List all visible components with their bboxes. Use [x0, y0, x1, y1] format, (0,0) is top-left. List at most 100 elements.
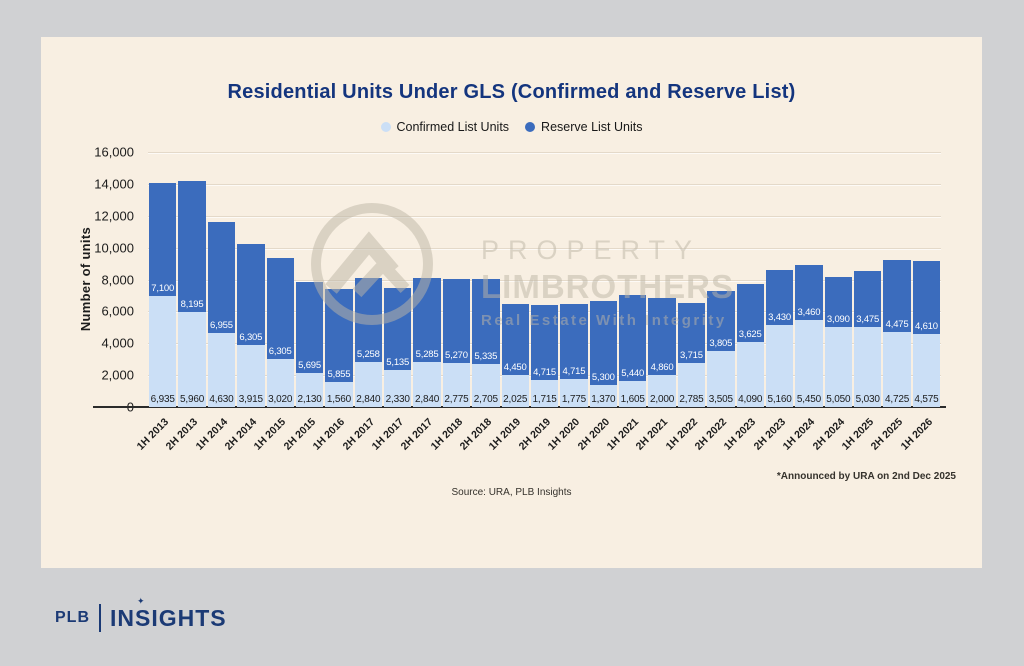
- confirmed-segment: 2,130: [295, 373, 324, 407]
- reserve-segment: 4,715: [530, 304, 559, 380]
- reserve-segment: 3,090: [824, 277, 852, 327]
- confirmed-segment: 5,450: [795, 320, 823, 407]
- reserve-value-label: 4,450: [503, 361, 527, 373]
- y-tick-label: 6,000: [101, 303, 134, 319]
- confirmed-segment: 1,715: [530, 379, 559, 407]
- bar-group-1h-2016-6: 5,855 1,560: [325, 288, 353, 407]
- reserve-value-label: 5,695: [298, 360, 321, 372]
- confirmed-value-label: 5,050: [826, 394, 851, 405]
- legend-item-reserve: Reserve List Units: [525, 120, 642, 134]
- chart-card: Residential Units Under GLS (Confirmed a…: [41, 37, 982, 568]
- insights-word: INSIGHTS: [110, 604, 227, 631]
- confirmed-value-label: 5,160: [767, 394, 792, 405]
- plb-insights-logo: PLB INSIGHTS ✦: [55, 596, 227, 632]
- gridline: [148, 247, 941, 249]
- confirmed-value-label: 1,715: [532, 394, 557, 405]
- reserve-value-label: 6,305: [239, 331, 263, 343]
- bar-group-1h-2023-20: 3,625 4,090: [736, 284, 764, 407]
- reserve-value-label: 4,860: [650, 362, 674, 374]
- confirmed-segment: 2,840: [413, 361, 441, 407]
- y-axis-ticks: 16,000 14,000 12,000 10,000 8,000 6,000 4,000 2…: [41, 145, 140, 415]
- reserve-value-label: 5,440: [621, 368, 645, 380]
- x-tick-label: 2H 2017: [340, 416, 377, 453]
- reserve-segment: 5,285: [413, 277, 441, 362]
- bars: 7,100 6,935 8,195 5,960 6,955 4,630 6,305 3,915…: [148, 152, 941, 407]
- confirmed-value-label: 2,705: [473, 394, 498, 405]
- reserve-value-label: 3,625: [738, 328, 762, 340]
- confirmed-value-label: 1,560: [326, 394, 351, 405]
- confirmed-segment: 1,605: [619, 381, 647, 407]
- reserve-segment: 4,450: [501, 303, 529, 375]
- bar-group-1h-2020-14: 4,715 1,775: [560, 303, 588, 407]
- bar-group-2h-2023-21: 3,430 5,160: [765, 270, 794, 407]
- reserve-segment: 4,610: [912, 260, 941, 335]
- confirmed-segment: 6,935: [149, 296, 177, 407]
- insights-logo-text: INSIGHTS ✦: [110, 596, 227, 632]
- confirmed-value-label: 4,725: [885, 394, 910, 405]
- y-tick-label: 2,000: [101, 367, 134, 383]
- confirmed-segment: 5,030: [854, 326, 882, 407]
- x-tick-label: 1H 2026: [898, 416, 935, 453]
- reserve-segment: 4,860: [648, 297, 676, 376]
- reserve-value-label: 4,715: [562, 365, 586, 377]
- bar-group-1h-2025-24: 3,475 5,030: [854, 271, 882, 407]
- confirmed-value-label: 5,030: [855, 394, 880, 405]
- bar-group-2h-2017-9: 5,285 2,840: [413, 277, 441, 407]
- confirmed-legend-dot-icon: [380, 122, 391, 132]
- reserve-segment: 5,335: [472, 278, 500, 364]
- confirmed-value-label: 3,915: [238, 394, 263, 405]
- bar-group-2h-2015-5: 5,695 2,130: [295, 282, 324, 407]
- chart-title: Residential Units Under GLS (Confirmed a…: [227, 81, 796, 103]
- reserve-segment: 5,695: [295, 282, 324, 374]
- reserve-value-label: 3,805: [709, 338, 733, 350]
- bar-group-1h-2022-18: 3,715 2,785: [677, 303, 706, 407]
- bar-group-1h-2014-2: 6,955 4,630: [207, 222, 236, 407]
- reserve-value-label: 5,335: [474, 350, 498, 362]
- bar-group-2h-2014-3: 6,305 3,915: [237, 244, 265, 407]
- reserve-segment: 5,300: [589, 300, 617, 386]
- confirmed-segment: 4,090: [736, 341, 764, 407]
- bar-group-2h-2019-13: 4,715 1,715: [530, 304, 559, 407]
- legend-item-confirmed: Confirmed List Units: [380, 120, 510, 134]
- confirmed-segment: 4,630: [207, 333, 236, 407]
- reserve-value-label: 5,300: [591, 372, 615, 384]
- x-tick-label: 2H 2023: [751, 416, 788, 453]
- reserve-value-label: 3,475: [856, 313, 880, 325]
- reserve-segment: 3,475: [854, 271, 882, 327]
- x-tick-label: 1H 2014: [193, 416, 230, 453]
- confirmed-segment: 2,330: [384, 369, 412, 407]
- confirmed-segment: 4,575: [912, 334, 941, 407]
- confirmed-value-label: 5,960: [180, 394, 205, 405]
- legend-label-confirmed: Confirmed List Units: [396, 120, 510, 134]
- reserve-value-label: 6,305: [268, 345, 292, 357]
- reserve-segment: 7,100: [149, 183, 177, 297]
- confirmed-segment: 3,020: [266, 358, 294, 407]
- confirmed-segment: 2,775: [442, 362, 471, 407]
- y-tick-label: 14,000: [94, 176, 134, 192]
- bar-group-1h-2018-10: 5,270 2,775: [442, 278, 471, 407]
- x-tick-label: 2H 2024: [810, 416, 847, 453]
- reserve-legend-dot-icon: [525, 122, 536, 132]
- confirmed-segment: 4,725: [883, 331, 911, 407]
- x-tick-label: 2H 2020: [575, 416, 612, 453]
- bar-group-1h-2024-22: 3,460 5,450: [795, 265, 823, 407]
- reserve-segment: 6,305: [237, 244, 265, 345]
- x-tick-label: 2H 2019: [516, 416, 553, 453]
- x-tick-label: 2H 2015: [281, 416, 319, 453]
- confirmed-value-label: 4,630: [209, 394, 234, 405]
- logo-divider: [99, 604, 101, 632]
- confirmed-value-label: 4,090: [738, 394, 763, 405]
- bar-group-1h-2021-16: 5,440 1,605: [619, 294, 647, 407]
- y-tick-label: 8,000: [101, 272, 134, 287]
- confirmed-segment: 1,560: [325, 382, 353, 407]
- gridline: [148, 279, 941, 281]
- source-note: Source: URA, PLB Insights: [451, 487, 572, 498]
- bar-group-2h-2022-19: 3,805 3,505: [707, 290, 735, 407]
- y-tick-label: 10,000: [94, 240, 134, 256]
- reserve-value-label: 5,258: [356, 348, 380, 360]
- y-tick-label: 16,000: [94, 144, 134, 160]
- announcement-footnote: *Announced by URA on 2nd Dec 2025: [776, 471, 956, 482]
- x-axis-line: [93, 406, 946, 408]
- reserve-value-label: 3,460: [797, 307, 821, 319]
- confirmed-segment: 2,840: [354, 361, 382, 407]
